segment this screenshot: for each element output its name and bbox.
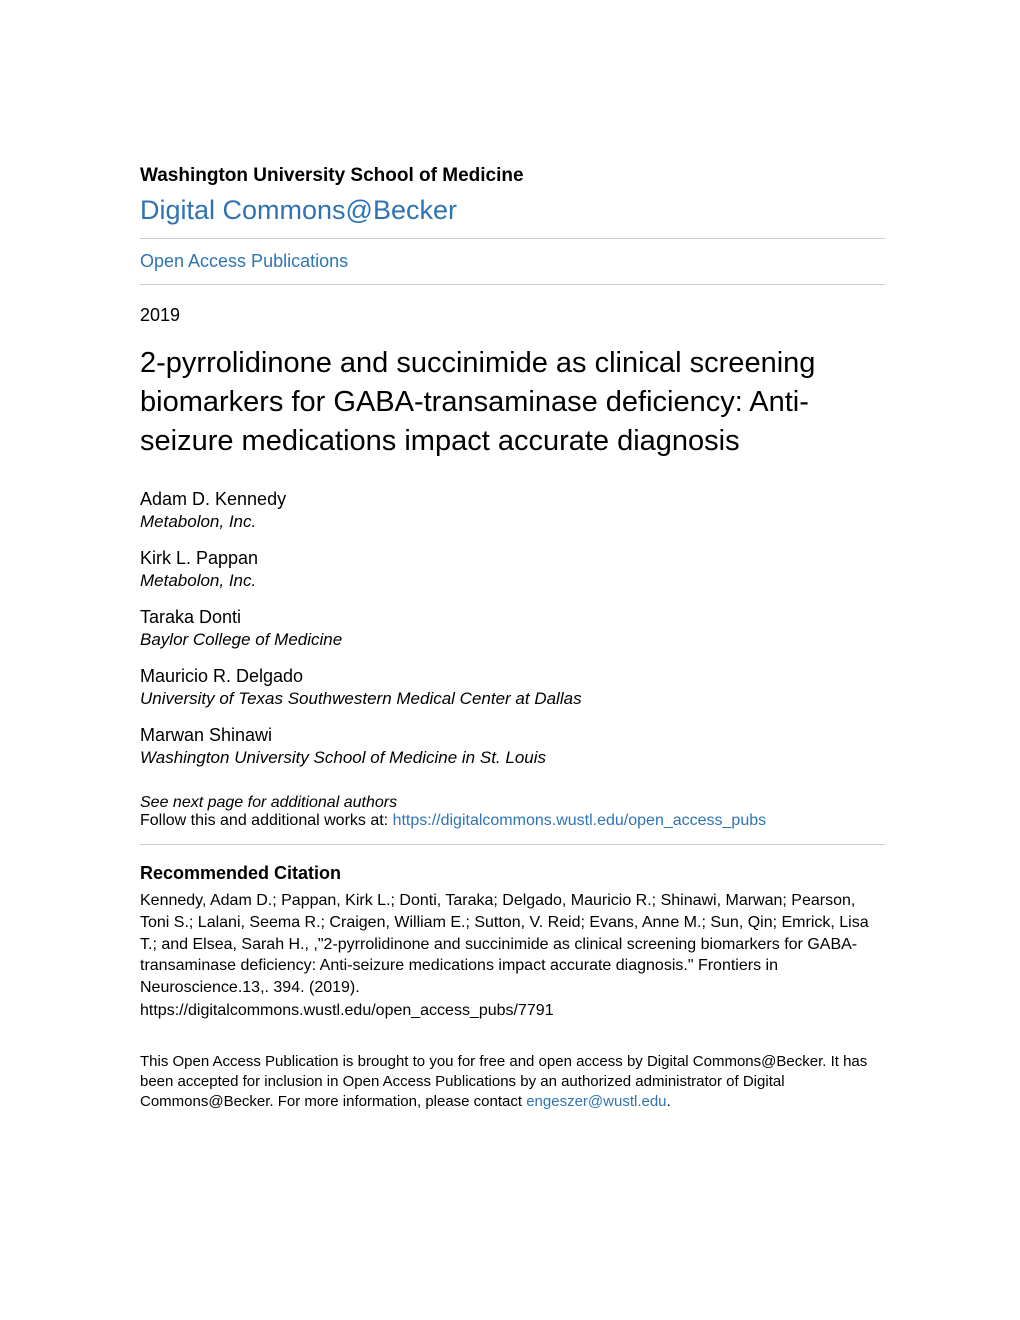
repository-link-text[interactable]: Digital Commons@Becker (140, 195, 457, 225)
institution-name: Washington University School of Medicine (140, 165, 885, 187)
author-block: Adam D. Kennedy Metabolon, Inc. (140, 489, 885, 532)
author-name: Adam D. Kennedy (140, 489, 885, 510)
author-block: Marwan Shinawi Washington University Sch… (140, 725, 885, 768)
author-affiliation: Metabolon, Inc. (140, 571, 885, 591)
footer-prefix: This Open Access Publication is brought … (140, 1053, 867, 1111)
follow-prefix: Follow this and additional works at: (140, 812, 393, 829)
citation-text: Kennedy, Adam D.; Pappan, Kirk L.; Donti… (140, 890, 885, 998)
contact-email-link[interactable]: engeszer@wustl.edu (526, 1093, 666, 1110)
footer-suffix: . (667, 1093, 671, 1110)
section-link-container[interactable]: Open Access Publications (140, 251, 885, 272)
author-name: Kirk L. Pappan (140, 548, 885, 569)
repository-link[interactable]: Digital Commons@Becker (140, 195, 885, 226)
author-affiliation: Metabolon, Inc. (140, 512, 885, 532)
author-block: Mauricio R. Delgado University of Texas … (140, 666, 885, 709)
paper-title: 2-pyrrolidinone and succinimide as clini… (140, 344, 885, 461)
open-access-link[interactable]: Open Access Publications (140, 239, 348, 283)
citation-heading: Recommended Citation (140, 863, 885, 884)
divider-citation (140, 844, 885, 845)
citation-url: https://digitalcommons.wustl.edu/open_ac… (140, 1000, 885, 1022)
author-name: Marwan Shinawi (140, 725, 885, 746)
publication-year: 2019 (140, 305, 885, 326)
author-block: Kirk L. Pappan Metabolon, Inc. (140, 548, 885, 591)
author-affiliation: University of Texas Southwestern Medical… (140, 689, 885, 709)
author-name: Mauricio R. Delgado (140, 666, 885, 687)
author-name: Taraka Donti (140, 607, 885, 628)
author-block: Taraka Donti Baylor College of Medicine (140, 607, 885, 650)
footer-text: This Open Access Publication is brought … (140, 1052, 885, 1113)
divider-bottom (140, 284, 885, 285)
follow-url-link[interactable]: https://digitalcommons.wustl.edu/open_ac… (393, 812, 767, 829)
author-affiliation: Washington University School of Medicine… (140, 748, 885, 768)
author-affiliation: Baylor College of Medicine (140, 630, 885, 650)
follow-line: Follow this and additional works at: htt… (140, 812, 885, 830)
see-next-page: See next page for additional authors (140, 794, 885, 812)
